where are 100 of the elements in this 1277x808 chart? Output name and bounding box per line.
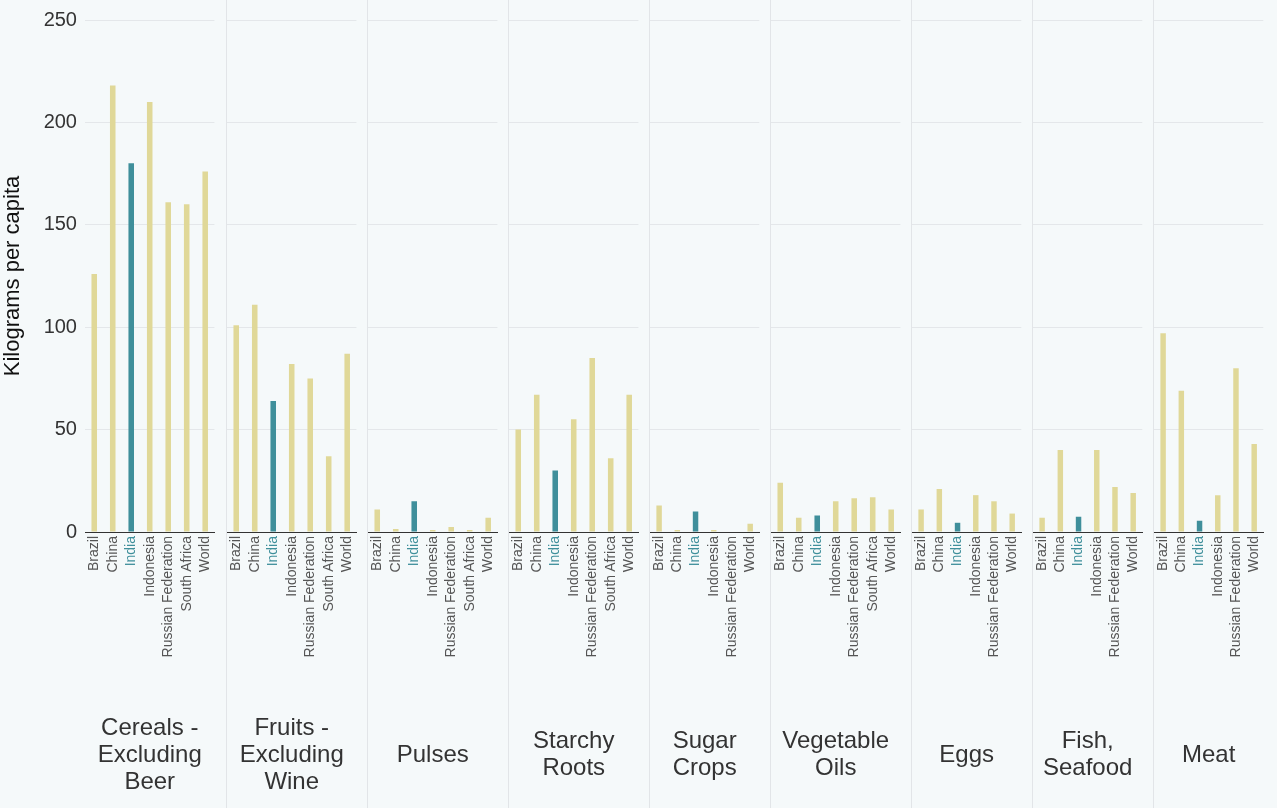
x-tick-label: Brazil bbox=[649, 536, 666, 572]
bar bbox=[165, 202, 171, 532]
bar bbox=[109, 85, 116, 532]
bar bbox=[515, 429, 522, 532]
bar bbox=[814, 515, 821, 532]
bar bbox=[832, 501, 839, 532]
bar bbox=[344, 353, 350, 532]
x-tick-label: Brazil bbox=[911, 536, 928, 572]
bar bbox=[589, 357, 595, 532]
bar bbox=[777, 482, 784, 532]
x-tick-label: Indonesia bbox=[1208, 535, 1225, 597]
x-tick-label: India bbox=[948, 535, 965, 567]
x-tick-label: India bbox=[1190, 535, 1207, 567]
bar bbox=[1160, 333, 1166, 532]
bar bbox=[146, 101, 153, 532]
x-tick-label: China bbox=[1172, 535, 1189, 573]
x-tick-label: South Africa bbox=[863, 535, 880, 612]
bar bbox=[918, 509, 924, 532]
x-tick-label: Brazil bbox=[771, 536, 788, 572]
x-axis-title: Pulses bbox=[396, 739, 469, 767]
bar bbox=[869, 497, 876, 532]
x-tick-label: China bbox=[1051, 535, 1068, 573]
y-tick-label: 0 bbox=[65, 519, 77, 542]
x-tick-label: India bbox=[264, 535, 281, 567]
x-tick-label: World bbox=[620, 536, 637, 573]
bar bbox=[251, 304, 258, 532]
bar bbox=[411, 501, 418, 532]
bar bbox=[1039, 517, 1045, 532]
bar bbox=[1196, 520, 1203, 532]
x-tick-label: Russian Federation bbox=[583, 536, 600, 658]
x-tick-label: World bbox=[1124, 536, 1141, 573]
x-tick-label: South Africa bbox=[601, 535, 618, 612]
x-axis-title: Cereals - Excluding Beer bbox=[97, 712, 202, 794]
bar bbox=[552, 470, 559, 532]
x-tick-label: Russian Federation bbox=[159, 536, 176, 658]
bar bbox=[533, 394, 540, 532]
y-tick-label: 250 bbox=[43, 7, 77, 30]
x-axis-title: Fruits - Excluding Wine bbox=[239, 712, 344, 794]
x-tick-label: Brazil bbox=[227, 536, 244, 572]
bar bbox=[1178, 390, 1185, 532]
x-axis-title: Vegetable Oils bbox=[782, 726, 890, 781]
x-tick-label: World bbox=[741, 536, 758, 573]
bar bbox=[325, 456, 332, 532]
x-tick-label: China bbox=[386, 535, 403, 573]
x-tick-label: India bbox=[546, 535, 563, 567]
x-tick-label: World bbox=[1003, 536, 1020, 573]
x-tick-label: India bbox=[808, 535, 825, 567]
bar bbox=[91, 273, 98, 532]
x-tick-label: Indonesia bbox=[423, 535, 440, 597]
x-tick-label: Russian Federation bbox=[301, 536, 318, 658]
x-tick-label: India bbox=[122, 535, 139, 567]
bar bbox=[851, 498, 857, 532]
bar bbox=[1233, 368, 1239, 532]
y-tick-label: 50 bbox=[54, 417, 77, 440]
bar bbox=[1112, 486, 1118, 532]
x-tick-label: Indonesia bbox=[826, 535, 843, 597]
x-tick-label: World bbox=[196, 536, 213, 573]
x-tick-label: Indonesia bbox=[966, 535, 983, 597]
bar bbox=[270, 400, 277, 532]
x-tick-label: World bbox=[1245, 536, 1262, 573]
x-tick-label: China bbox=[789, 535, 806, 573]
x-tick-label: Indonesia bbox=[564, 535, 581, 597]
bar bbox=[795, 517, 802, 532]
x-axis-title: Fish, Seafood bbox=[1042, 726, 1133, 781]
bar bbox=[954, 522, 961, 532]
x-tick-label: World bbox=[338, 536, 355, 573]
y-axis-title: Kilograms per capita bbox=[0, 174, 25, 377]
x-tick-label: China bbox=[668, 535, 685, 573]
bar bbox=[485, 517, 491, 532]
x-tick-label: Brazil bbox=[1153, 536, 1170, 572]
x-tick-label: India bbox=[686, 535, 703, 567]
x-tick-label: Brazil bbox=[509, 536, 526, 572]
x-tick-label: Indonesia bbox=[282, 535, 299, 597]
bar bbox=[656, 505, 662, 532]
bar bbox=[1130, 493, 1136, 532]
bar bbox=[626, 394, 632, 532]
x-tick-label: South Africa bbox=[177, 535, 194, 612]
bar bbox=[288, 364, 295, 532]
x-tick-label: Russian Federation bbox=[442, 536, 459, 658]
bar bbox=[233, 325, 240, 532]
x-tick-label: China bbox=[103, 535, 120, 573]
bar bbox=[202, 171, 208, 532]
bar bbox=[888, 509, 894, 532]
x-axis-title: Eggs bbox=[939, 739, 995, 767]
bar bbox=[374, 509, 381, 532]
bar bbox=[692, 511, 699, 532]
bar bbox=[448, 526, 454, 532]
bar bbox=[1215, 495, 1221, 532]
bar bbox=[307, 378, 313, 532]
bar bbox=[392, 528, 399, 532]
x-tick-label: Indonesia bbox=[1087, 535, 1104, 597]
bar bbox=[936, 488, 943, 532]
bar bbox=[1057, 450, 1064, 532]
x-tick-label: South Africa bbox=[319, 535, 336, 612]
x-tick-label: Brazil bbox=[1032, 536, 1049, 572]
bar bbox=[1009, 513, 1015, 532]
x-tick-label: China bbox=[527, 535, 544, 573]
bar bbox=[183, 204, 190, 532]
x-tick-label: Russian Federation bbox=[1226, 536, 1243, 658]
x-tick-label: Russian Federation bbox=[984, 536, 1001, 658]
